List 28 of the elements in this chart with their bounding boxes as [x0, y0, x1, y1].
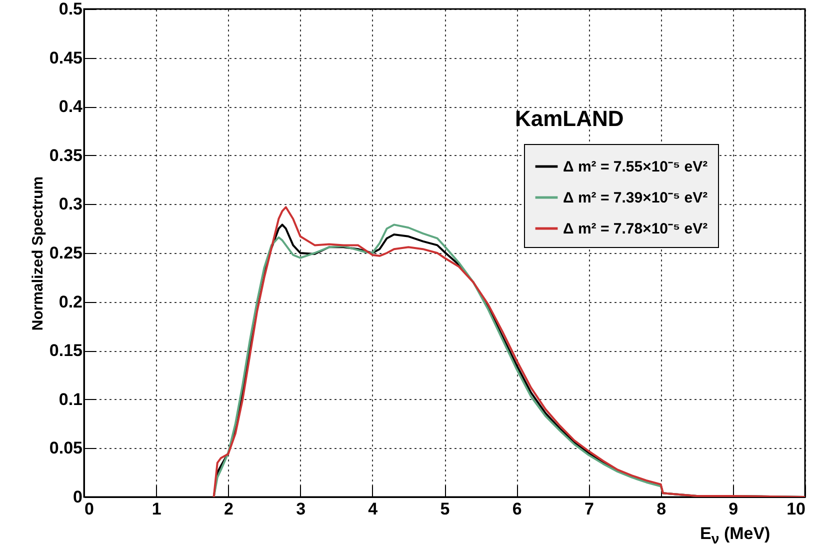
y-tick-label: 0.25 [49, 244, 82, 262]
y-tick-label: 0.4 [58, 97, 84, 116]
x-tick-label: 8 [656, 500, 666, 518]
legend-label: Δ m² = 7.39×10⁻⁵ eV² [563, 190, 708, 206]
y-axis-title: Normalized Spectrum [29, 176, 46, 331]
x-tick-label: 10 [786, 500, 806, 518]
x-tick-label: 0 [84, 500, 94, 518]
x-tick-label: 9 [728, 500, 738, 518]
y-tick-label: 0.2 [58, 292, 82, 312]
legend-label: Δ m² = 7.78×10⁻⁵ eV² [563, 220, 708, 238]
y-tick-label: 0.05 [49, 438, 82, 458]
x-tick-label: 1 [152, 500, 162, 518]
x-axis-title: E$_{ν}$ (MeV) [700, 524, 770, 546]
y-tick-label: 0.1 [58, 390, 82, 409]
x-tick-label: 5 [440, 500, 450, 518]
y-tick-label: 0.45 [49, 48, 82, 68]
x-tick-label: 3 [296, 500, 306, 518]
x-tick-label: 4 [368, 500, 378, 518]
y-tick-label: 0 [73, 488, 82, 506]
x-tick-label: 7 [584, 500, 594, 518]
y-tick-label: 0.3 [58, 194, 82, 214]
legend-label: Δ m² = 7.55×10⁻⁵ eV² [563, 158, 708, 176]
x-tick-label: 2 [224, 500, 234, 518]
annotation: KamLAND [515, 106, 624, 132]
x-tick-label: 6 [512, 500, 522, 518]
y-tick-label: 0.15 [49, 341, 82, 360]
y-tick-label: 0.35 [49, 146, 82, 165]
y-tick-label: 0.5 [58, 0, 82, 18]
